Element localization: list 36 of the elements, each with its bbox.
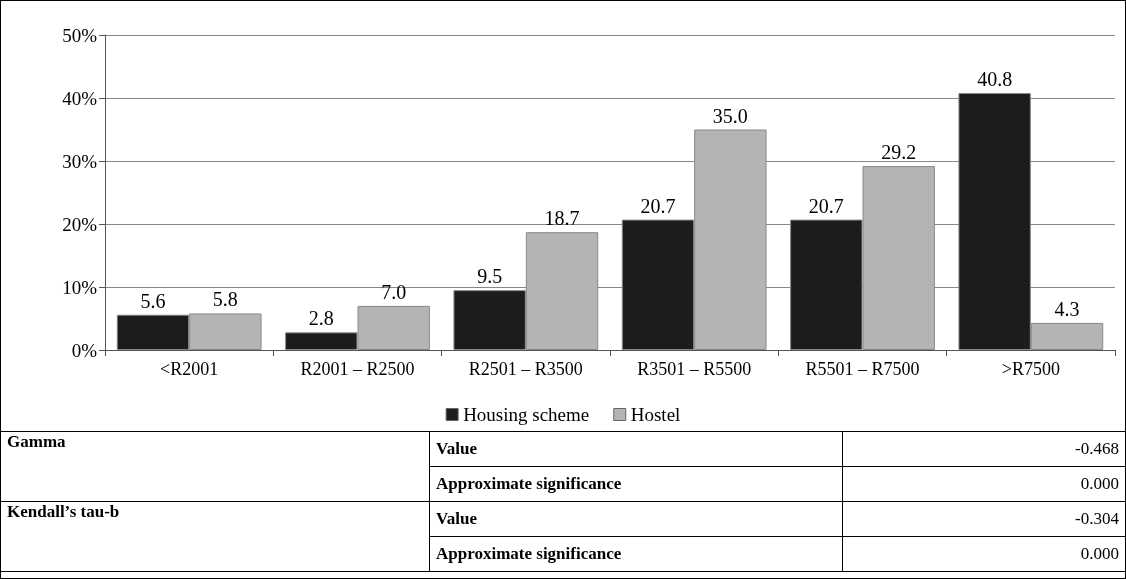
y-tick-label: 50% <box>62 24 98 46</box>
data-label: 40.8 <box>977 67 1013 90</box>
x-tick-label: R2001 – R2500 <box>300 359 415 379</box>
data-label: 29.2 <box>881 141 917 164</box>
y-tick-label: 0% <box>71 339 98 361</box>
text: Approximate significance <box>429 536 843 572</box>
data-label: 18.7 <box>544 207 580 230</box>
data-label: 5.8 <box>212 288 238 311</box>
y-tick-label: 10% <box>62 276 98 298</box>
data-label: 20.7 <box>808 194 844 217</box>
data-label: 35.0 <box>712 104 748 127</box>
x-tick-label: >R7500 <box>1001 359 1060 379</box>
y-tick-label: 20% <box>62 213 98 235</box>
data-label: 4.3 <box>1054 297 1080 320</box>
text: 0.000 <box>842 536 1126 572</box>
legend-label: Hostel <box>630 404 681 425</box>
data-label: 9.5 <box>477 265 503 288</box>
text: -0.304 <box>842 501 1126 537</box>
x-tick-label: R3501 – R5500 <box>637 359 752 379</box>
text: Approximate significance <box>429 466 843 502</box>
text: Value <box>429 501 843 537</box>
text: -0.468 <box>842 431 1126 467</box>
y-tick-label: 30% <box>62 150 98 172</box>
data-label: 7.0 <box>381 280 407 303</box>
data-label: 5.6 <box>140 289 166 312</box>
x-tick-label: <R2001 <box>160 359 219 379</box>
text: Gamma <box>0 431 430 502</box>
text: 0.000 <box>842 466 1126 502</box>
data-label: 20.7 <box>640 194 676 217</box>
x-tick-label: R2501 – R3500 <box>468 359 583 379</box>
data-label: 2.8 <box>308 307 334 330</box>
y-tick-label: 40% <box>62 87 98 109</box>
legend-label: Housing scheme <box>463 404 590 425</box>
text: Kendall’s tau-b <box>0 501 430 572</box>
x-tick-label: R5501 – R7500 <box>805 359 920 379</box>
text: Value <box>429 431 843 467</box>
